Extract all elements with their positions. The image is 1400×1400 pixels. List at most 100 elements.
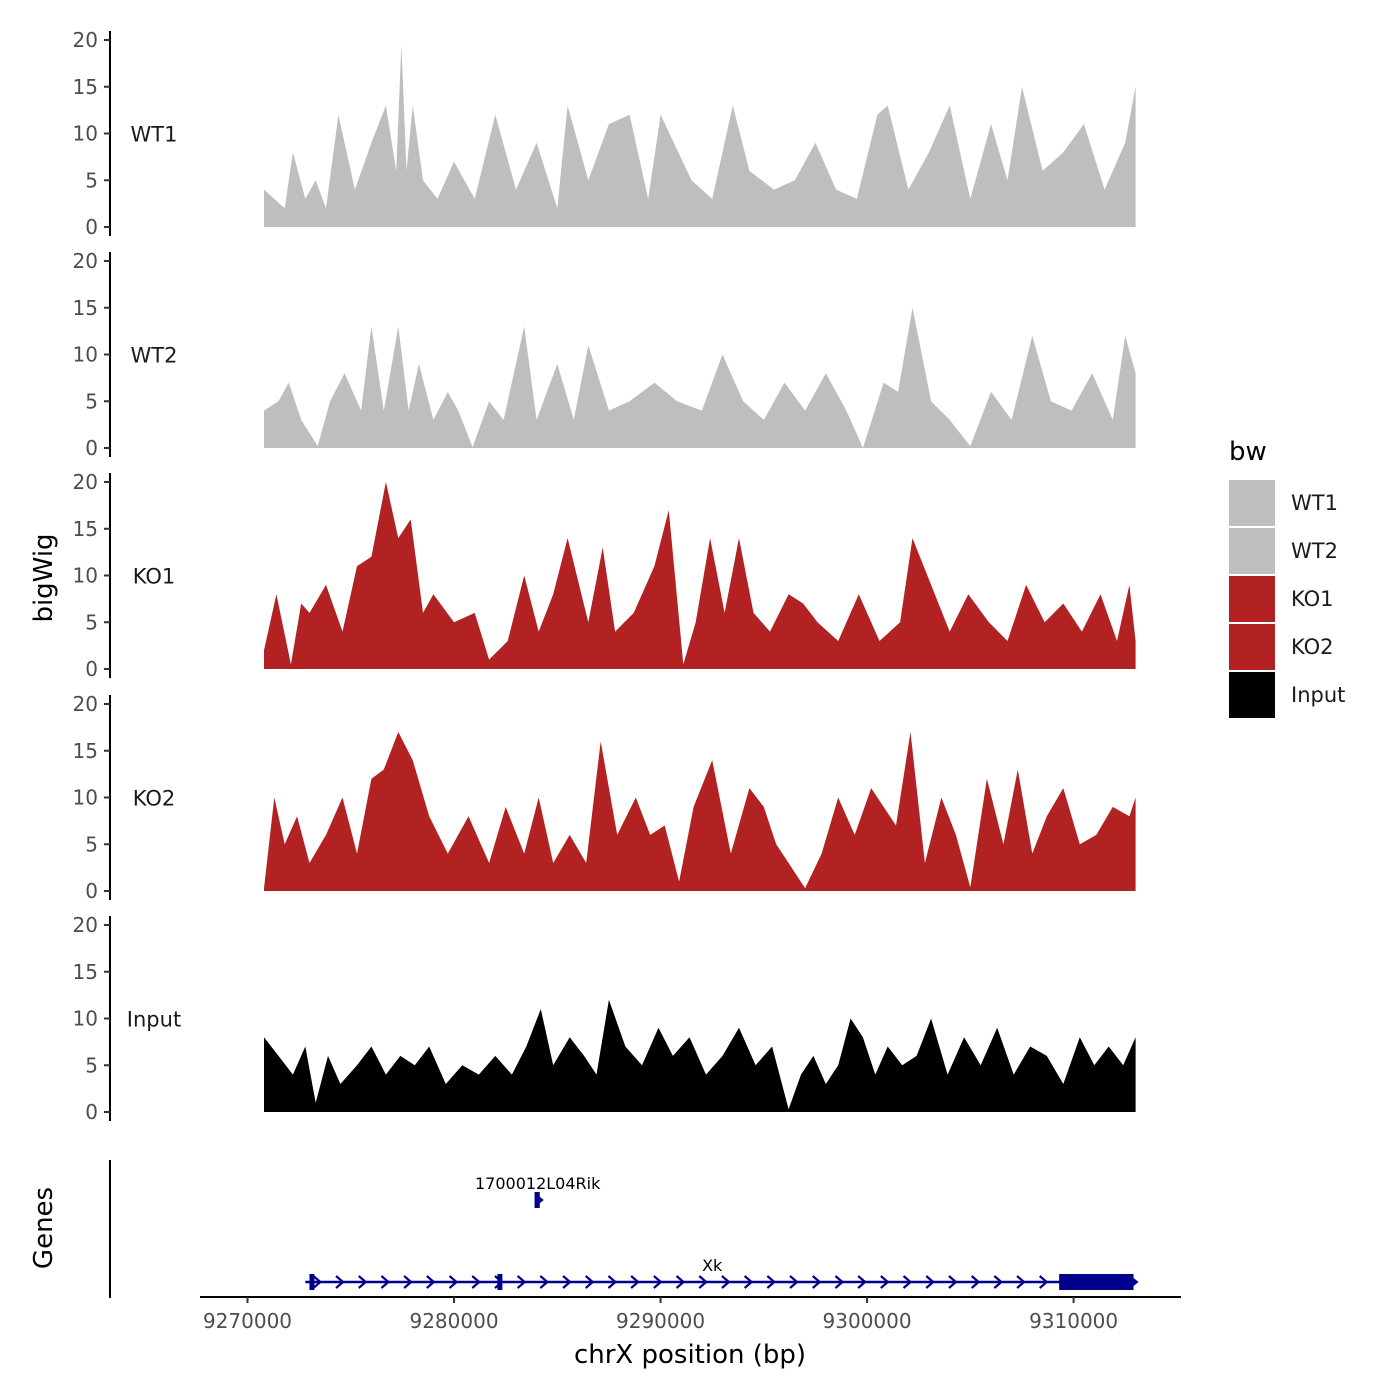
strand-arrow — [539, 1275, 550, 1289]
y-tick-label: 15 — [73, 960, 98, 984]
track-label-ko2: KO2 — [133, 787, 176, 811]
x-tick-label: 9300000 — [823, 1309, 912, 1333]
y-axis-title: bigWig — [29, 533, 59, 622]
y-tick-label: 5 — [85, 1053, 98, 1077]
signal-area-ko1 — [264, 482, 1136, 669]
gene-end-arrow — [1133, 1278, 1139, 1286]
x-axis: 9270000 9280000 9290000 9300000 9310000 — [200, 1296, 1181, 1333]
y-tick-label: 15 — [73, 296, 98, 320]
strand-arrow — [426, 1275, 436, 1289]
gene-exon — [497, 1274, 503, 1290]
y-tick-label: 20 — [73, 692, 98, 716]
y-tick-label: 0 — [85, 657, 98, 681]
track-input: 0 5 10 15 20 Input — [73, 913, 1136, 1124]
strand-arrow — [834, 1275, 845, 1289]
y-tick-label: 0 — [85, 215, 98, 239]
strand-arrow — [743, 1275, 754, 1289]
strand-arrow — [380, 1275, 391, 1289]
gene-exon — [1059, 1274, 1134, 1290]
y-tick-label: 0 — [85, 1100, 98, 1124]
strand-arrow — [812, 1275, 822, 1289]
x-axis-title: chrX position (bp) — [574, 1340, 806, 1370]
strand-arrow — [653, 1275, 663, 1289]
legend-label-ko1: KO1 — [1291, 587, 1334, 611]
y-tick-label: 20 — [73, 28, 98, 52]
strand-arrow — [766, 1275, 777, 1289]
gene-label: Xk — [702, 1256, 723, 1275]
track-label-wt1: WT1 — [131, 123, 178, 147]
signal-area-wt1 — [264, 44, 1136, 228]
signal-area-wt2 — [264, 307, 1136, 448]
legend-swatch-input — [1229, 672, 1275, 718]
x-tick-label: 9290000 — [616, 1309, 705, 1333]
track-ko2: 0 5 10 15 20 KO2 — [73, 692, 1136, 903]
strand-arrow — [585, 1275, 595, 1289]
track-wt1: 0 5 10 15 20 WT1 — [73, 28, 1136, 239]
track-label-ko1: KO1 — [133, 565, 176, 589]
y-tick-label: 5 — [85, 832, 98, 856]
track-label-input: Input — [127, 1008, 181, 1032]
strand-arrow — [721, 1275, 731, 1289]
strand-arrow — [970, 1275, 981, 1289]
x-tick-label: 9280000 — [409, 1309, 498, 1333]
legend: bw WT1 WT2 KO1 KO2 Input — [1229, 437, 1345, 718]
strand-arrow — [789, 1275, 799, 1289]
y-tick-label: 15 — [73, 517, 98, 541]
strand-arrow — [516, 1275, 527, 1289]
strand-arrow — [675, 1275, 686, 1289]
strand-arrow — [925, 1275, 935, 1289]
legend-title: bw — [1229, 437, 1267, 467]
strand-arrow — [607, 1275, 618, 1289]
gene-xk: Xk — [305, 1256, 1139, 1290]
y-tick-label: 5 — [85, 168, 98, 192]
gene-exon — [534, 1192, 540, 1208]
strand-arrow — [857, 1275, 867, 1289]
strand-arrow — [1016, 1275, 1026, 1289]
y-tick-label: 5 — [85, 610, 98, 634]
legend-swatch-ko2 — [1229, 624, 1275, 670]
legend-label-ko2: KO2 — [1291, 635, 1334, 659]
y-tick-label: 0 — [85, 879, 98, 903]
strand-arrow — [698, 1275, 708, 1289]
y-tick-label: 0 — [85, 436, 98, 460]
track-wt2: 0 5 10 15 20 WT2 — [73, 249, 1136, 460]
strand-arrow — [902, 1275, 913, 1289]
strand-arrow — [448, 1275, 459, 1289]
genes-panel-title: Genes — [29, 1187, 59, 1269]
y-tick-label: 10 — [73, 564, 98, 588]
legend-swatch-ko1 — [1229, 576, 1275, 622]
y-tick-label: 20 — [73, 249, 98, 273]
y-tick-label: 15 — [73, 739, 98, 763]
strand-arrow — [312, 1275, 323, 1289]
signal-tracks: 0 5 10 15 20 WT1 0 5 10 15 20 WT2 0 5 10 15 20 KO1 0 5 10 15 2… — [73, 28, 1136, 1124]
y-tick-label: 10 — [73, 343, 98, 367]
strand-arrow — [403, 1275, 413, 1289]
strand-arrow — [335, 1275, 345, 1289]
y-tick-label: 20 — [73, 470, 98, 494]
strand-arrow — [880, 1275, 890, 1289]
y-tick-label: 10 — [73, 786, 98, 810]
gene-end-arrow — [538, 1196, 544, 1204]
legend-swatch-wt1 — [1229, 480, 1275, 526]
strand-arrow — [993, 1275, 1004, 1289]
legend-swatch-wt2 — [1229, 528, 1275, 574]
legend-label-input: Input — [1291, 683, 1345, 707]
y-tick-label: 10 — [73, 122, 98, 146]
gene-1700012l04rik: 1700012L04Rik — [475, 1174, 601, 1208]
signal-area-ko2 — [264, 732, 1136, 891]
y-tick-label: 20 — [73, 913, 98, 937]
strand-arrow — [630, 1275, 640, 1289]
y-tick-label: 15 — [73, 75, 98, 99]
legend-label-wt2: WT2 — [1291, 539, 1338, 563]
strand-arrow — [948, 1275, 958, 1289]
strand-arrow — [1039, 1275, 1049, 1289]
signal-area-input — [264, 999, 1136, 1112]
x-tick-label: 9310000 — [1029, 1309, 1118, 1333]
strand-arrow — [358, 1275, 368, 1289]
track-ko1: 0 5 10 15 20 KO1 — [73, 470, 1136, 681]
strand-arrow — [562, 1275, 572, 1289]
gene-annotation-panel: 1700012L04Rik Xk — [109, 1160, 1139, 1298]
strand-arrow — [471, 1275, 481, 1289]
gene-label: 1700012L04Rik — [475, 1174, 601, 1193]
